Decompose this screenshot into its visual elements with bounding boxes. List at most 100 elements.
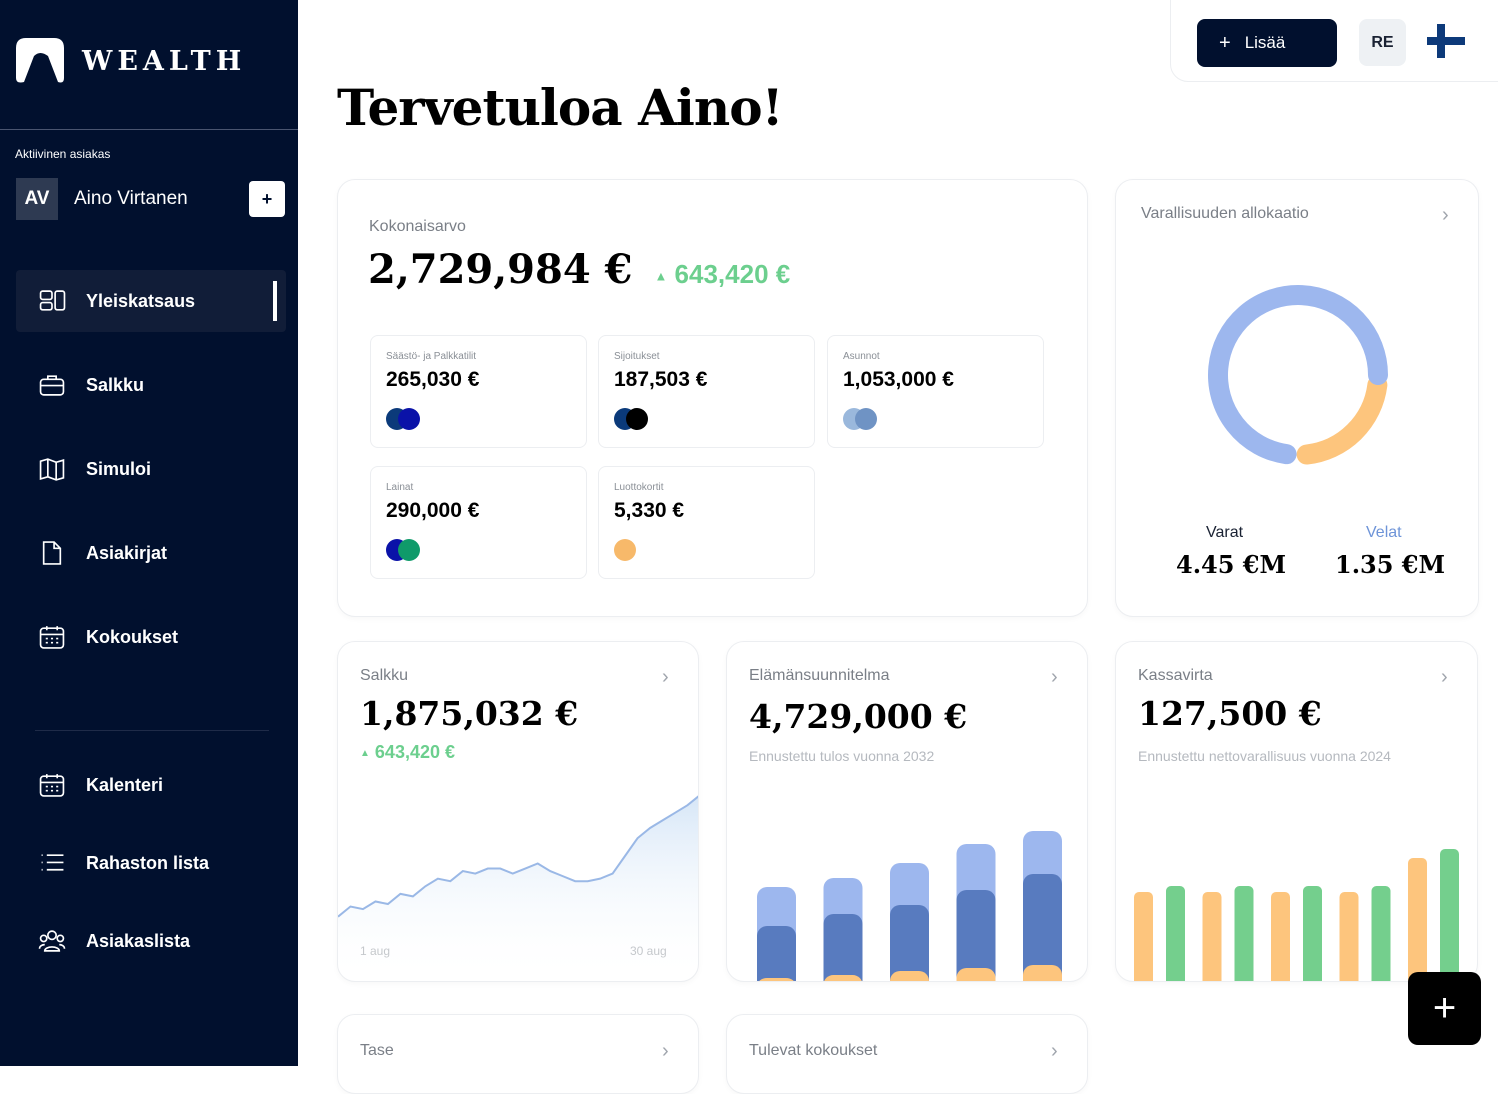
client-avatar: AV bbox=[16, 178, 58, 220]
bar-segment bbox=[1023, 965, 1062, 981]
sidebar-item-label: Rahaston lista bbox=[86, 852, 210, 873]
bar bbox=[1202, 892, 1222, 981]
bar-segment bbox=[1023, 874, 1062, 981]
card-title: Kassavirta bbox=[1138, 667, 1213, 684]
account-summary-card[interactable]: Sijoitukset 187,503 € bbox=[598, 335, 815, 448]
bank-logo-icon bbox=[626, 408, 648, 430]
bank-logo-icon bbox=[614, 539, 636, 561]
total-value: 2,729,984 € bbox=[368, 246, 633, 293]
account-label: Luottokortit bbox=[614, 482, 664, 493]
bar bbox=[1303, 886, 1322, 981]
plus-icon: + bbox=[1432, 986, 1457, 1030]
area-fill bbox=[338, 796, 698, 981]
users-icon bbox=[34, 927, 70, 955]
bar bbox=[1440, 849, 1459, 981]
account-summary-card[interactable]: Asunnot 1,053,000 € bbox=[827, 335, 1044, 448]
bar-segment bbox=[757, 926, 796, 981]
arrow-up-icon: ▲ bbox=[654, 268, 668, 284]
portfolio-card[interactable]: Salkku › 1,875,032 € ▲ 643,420 € 1 aug 3… bbox=[337, 641, 699, 982]
chevron-right-icon[interactable]: › bbox=[662, 666, 669, 688]
bank-logo-icon bbox=[855, 408, 877, 430]
account-value: 290,000 € bbox=[386, 499, 480, 522]
card-title: Elämänsuunnitelma bbox=[749, 667, 890, 684]
sidebar-item-yleiskatsaus[interactable]: Yleiskatsaus bbox=[16, 270, 286, 332]
assets-label: Varat bbox=[1206, 524, 1244, 541]
account-value: 265,030 € bbox=[386, 368, 480, 391]
map-icon bbox=[34, 455, 70, 483]
bar-segment bbox=[759, 978, 794, 981]
account-summary-card[interactable]: Säästö- ja Palkkatilit 265,030 € bbox=[370, 335, 587, 448]
sidebar-item-label: Asiakaslista bbox=[86, 930, 191, 951]
bar-segment bbox=[956, 890, 996, 981]
sidebar-item-salkku[interactable]: Salkku bbox=[16, 354, 286, 416]
bar bbox=[1134, 892, 1153, 981]
account-value: 5,330 € bbox=[614, 499, 685, 522]
brand-logo[interactable]: WEALTH bbox=[16, 38, 246, 84]
user-avatar[interactable]: RE bbox=[1359, 19, 1406, 66]
bar bbox=[1271, 892, 1290, 981]
lifeplan-chart bbox=[757, 831, 1062, 981]
account-summary-card[interactable]: Luottokortit 5,330 € bbox=[598, 466, 815, 579]
sidebar-item-simuloi[interactable]: Simuloi bbox=[16, 438, 286, 500]
brand-name: WEALTH bbox=[82, 45, 247, 77]
bar-segment bbox=[823, 914, 863, 981]
allocation-card[interactable]: Varallisuuden allokaatio › Varat Velat 4… bbox=[1115, 179, 1479, 617]
sidebar-item-label: Simuloi bbox=[86, 458, 152, 479]
active-indicator bbox=[273, 281, 277, 321]
chevron-right-icon[interactable]: › bbox=[1051, 1040, 1058, 1062]
cashflow-value: 127,500 € bbox=[1138, 694, 1322, 733]
card-title: Tase bbox=[360, 1042, 394, 1059]
sidebar: WEALTH Aktiivinen asiakas AV Aino Virtan… bbox=[0, 0, 298, 1066]
sidebar-item-label: Salkku bbox=[86, 374, 145, 395]
card-title: Salkku bbox=[360, 667, 409, 684]
bar-segment bbox=[824, 975, 862, 981]
portfolio-value: 1,875,032 € bbox=[360, 694, 579, 733]
sidebar-item-label: Yleiskatsaus bbox=[86, 290, 196, 311]
chevron-right-icon[interactable]: › bbox=[662, 1040, 669, 1062]
sidebar-item-asiakirjat[interactable]: Asiakirjat bbox=[16, 522, 286, 584]
chevron-right-icon[interactable]: › bbox=[1051, 666, 1058, 688]
meetings-card[interactable]: Tulevat kokoukset › bbox=[726, 1014, 1088, 1094]
total-value-card: Kokonaisarvo 2,729,984 € ▲ 643,420 € Sää… bbox=[337, 179, 1088, 617]
account-label: Säästö- ja Palkkatilit bbox=[386, 351, 477, 362]
cashflow-card[interactable]: Kassavirta › 127,500 € Ennustettu nettov… bbox=[1115, 641, 1478, 982]
sidebar-item-label: Kalenteri bbox=[86, 774, 164, 795]
client-name[interactable]: Aino Virtanen bbox=[74, 188, 188, 209]
sidebar-item-kokoukset[interactable]: Kokoukset bbox=[16, 606, 286, 668]
account-label: Asunnot bbox=[843, 351, 880, 362]
account-summary-card[interactable]: Lainat 290,000 € bbox=[370, 466, 587, 579]
account-label: Lainat bbox=[386, 482, 414, 493]
chevron-right-icon[interactable]: › bbox=[1442, 204, 1449, 226]
add-button-label: Lisää bbox=[1244, 33, 1286, 52]
sidebar-item-kalenteri[interactable]: Kalenteri bbox=[16, 754, 286, 816]
sidebar-item-asiakaslista[interactable]: Asiakaslista bbox=[16, 910, 286, 972]
floating-add-button[interactable]: + bbox=[1408, 972, 1481, 1045]
x-label-end: 30 aug bbox=[630, 944, 667, 958]
finland-flag-icon[interactable] bbox=[1427, 24, 1465, 58]
portfolio-chart bbox=[338, 795, 698, 981]
x-label-start: 1 aug bbox=[360, 944, 391, 958]
dashboard-icon bbox=[34, 287, 70, 315]
bar bbox=[1166, 886, 1185, 981]
sidebar-item-label: Kokoukset bbox=[86, 626, 179, 647]
bank-logo-icon bbox=[398, 539, 420, 561]
bar bbox=[1408, 858, 1427, 981]
allocation-donut bbox=[1208, 285, 1388, 465]
bar-segment bbox=[890, 971, 929, 981]
lifeplan-card[interactable]: Elämänsuunnitelma › 4,729,000 € Ennustet… bbox=[726, 641, 1088, 982]
calendar-icon bbox=[34, 771, 70, 799]
bar bbox=[1339, 892, 1359, 981]
active-client-label: Aktiivinen asiakas bbox=[15, 147, 111, 161]
divider bbox=[35, 730, 269, 731]
list-icon bbox=[34, 849, 70, 877]
sidebar-item-rahaston-lista[interactable]: Rahaston lista bbox=[16, 832, 286, 894]
card-title: Kokonaisarvo bbox=[369, 218, 466, 235]
chevron-right-icon[interactable]: › bbox=[1441, 666, 1448, 688]
balance-card[interactable]: Tase › bbox=[337, 1014, 699, 1094]
add-client-button[interactable]: + bbox=[249, 181, 285, 217]
card-title: Varallisuuden allokaatio bbox=[1141, 205, 1309, 222]
sidebar-item-label: Asiakirjat bbox=[86, 542, 168, 563]
lifeplan-note: Ennustettu tulos vuonna 2032 bbox=[749, 748, 935, 764]
add-button[interactable]: + Lisää bbox=[1197, 19, 1337, 67]
calendar-icon bbox=[34, 623, 70, 651]
